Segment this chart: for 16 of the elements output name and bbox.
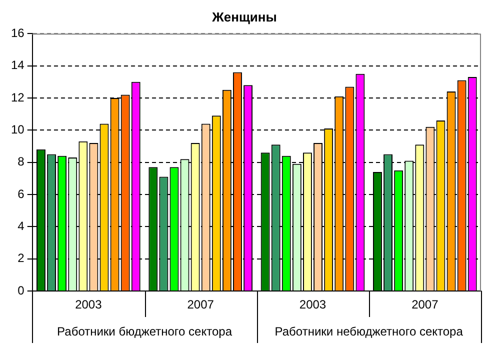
x-tick-label: 2007: [187, 297, 214, 312]
y-tick-label: 4: [18, 218, 25, 233]
x-tick-label: 2007: [412, 297, 439, 312]
y-tick-label: 10: [10, 122, 25, 136]
text: Работники бюджетного сектора: [57, 324, 232, 338]
y-tick-label: 6: [18, 186, 25, 201]
y-tick-label: 12: [10, 90, 25, 104]
y-tick-label: 2: [18, 251, 25, 266]
chart-title: Женщины: [211, 9, 277, 24]
y-tick-label: 0: [18, 283, 25, 298]
y-tick-label: 16: [10, 26, 25, 40]
x-tick-label: 2003: [299, 297, 326, 312]
y-tick-label: 8: [18, 154, 25, 169]
y-tick-label: 14: [10, 58, 25, 72]
text: Работники небюджетного сектора: [274, 324, 464, 338]
x-tick-label: 2003: [75, 297, 102, 312]
